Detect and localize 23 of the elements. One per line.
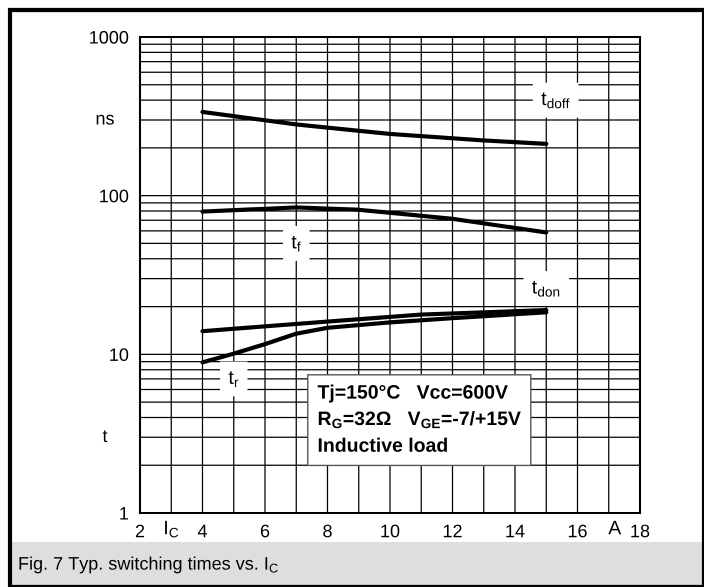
x-tick-label: 2	[136, 524, 144, 538]
text: ns	[96, 114, 114, 125]
x-tick-label: 6	[260, 524, 270, 538]
series-label: t$_{f}$	[292, 236, 301, 252]
x-tick-label: 18	[631, 524, 650, 538]
text: A	[608, 520, 622, 534]
series-label: t$_{r}$	[228, 371, 238, 387]
y-axis-title: t	[102, 430, 108, 442]
x-tick-label: 16	[568, 524, 587, 538]
x-tick-label: 14	[506, 524, 525, 538]
annotation: Tj=150°C Vcc=600V R$_{G}$=32Ω V$_{GE}$=-7/+15V Inductive load	[318, 384, 521, 452]
x-tick-label: 4	[198, 524, 207, 538]
caption: Fig. 7 Typ. switching times vs. I$_{C}$	[19, 556, 278, 574]
y-tick-label: 1	[120, 507, 128, 520]
y-tick-label: 10	[110, 348, 128, 362]
y-tick-label: 1000	[90, 30, 128, 44]
x-tick-label: 8	[323, 524, 332, 538]
x-tick-label: 12	[444, 524, 462, 538]
series-label: t$_{doff}$	[541, 92, 570, 108]
x-tick-label: 10	[381, 524, 400, 538]
series-label: t$_{don}$	[532, 280, 560, 297]
x-axis-title: I$_{C}$	[165, 520, 178, 538]
y-tick-label: 100	[100, 190, 128, 202]
